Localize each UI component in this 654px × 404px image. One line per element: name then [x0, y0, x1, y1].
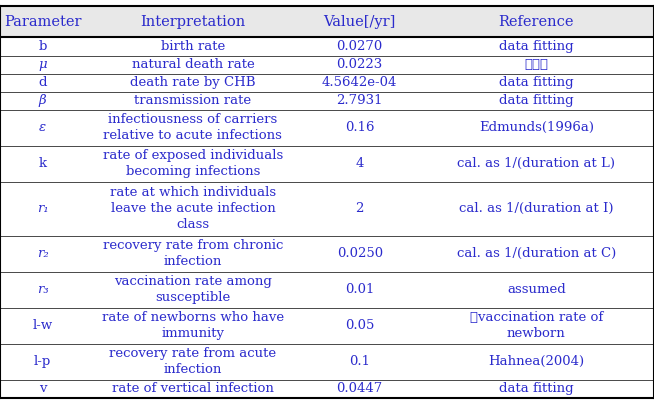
Text: natural death rate: natural death rate	[131, 58, 254, 71]
Text: b: b	[39, 40, 46, 53]
Bar	[0, 344, 654, 380]
Text: data fitting: data fitting	[499, 383, 574, 396]
Text: vaccination rate among
susceptible: vaccination rate among susceptible	[114, 275, 272, 304]
Bar	[0, 308, 654, 344]
Text: r₃: r₃	[37, 283, 48, 296]
Text: assumed: assumed	[507, 283, 566, 296]
Bar	[0, 55, 654, 74]
Text: recovery rate from acute
infection: recovery rate from acute infection	[109, 347, 277, 377]
Bar	[0, 272, 654, 308]
Text: 0.16: 0.16	[345, 121, 375, 134]
Text: 0.0250: 0.0250	[337, 247, 383, 260]
Text: ε: ε	[39, 121, 46, 134]
Text: Interpretation: Interpretation	[141, 15, 245, 29]
Bar	[0, 109, 654, 145]
Text: Reference: Reference	[498, 15, 574, 29]
Text: r₁: r₁	[37, 202, 48, 215]
Text: data fitting: data fitting	[499, 76, 574, 89]
Text: μ: μ	[38, 58, 47, 71]
Text: 0.0270: 0.0270	[337, 40, 383, 53]
Text: 통계청: 통계청	[525, 58, 548, 71]
Text: rate of vertical infection: rate of vertical infection	[112, 383, 274, 396]
Text: cal. as 1/(duration at C): cal. as 1/(duration at C)	[456, 247, 616, 260]
Text: l-p: l-p	[34, 356, 51, 368]
Text: cal. as 1/(duration at L): cal. as 1/(duration at L)	[457, 157, 615, 170]
Text: 0.1: 0.1	[349, 356, 370, 368]
Text: data fitting: data fitting	[499, 94, 574, 107]
Text: rate of exposed individuals
becoming infections: rate of exposed individuals becoming inf…	[103, 149, 283, 178]
Text: data fitting: data fitting	[499, 40, 574, 53]
Text: 0.0447: 0.0447	[337, 383, 383, 396]
Bar	[0, 74, 654, 92]
Text: 0.05: 0.05	[345, 319, 374, 332]
Text: β: β	[39, 94, 46, 107]
Text: infectiousness of carriers
relative to acute infections: infectiousness of carriers relative to a…	[103, 113, 283, 142]
Bar	[0, 6, 654, 38]
Text: 4.5642e-04: 4.5642e-04	[322, 76, 398, 89]
Text: 0.0223: 0.0223	[337, 58, 383, 71]
Text: transmission rate: transmission rate	[134, 94, 252, 107]
Bar	[0, 182, 654, 236]
Text: 2.7931: 2.7931	[336, 94, 383, 107]
Text: Value[/yr]: Value[/yr]	[324, 15, 396, 29]
Bar	[0, 92, 654, 109]
Text: rate at which individuals
leave the acute infection
class: rate at which individuals leave the acut…	[110, 186, 276, 231]
Text: k: k	[39, 157, 46, 170]
Text: v: v	[39, 383, 46, 396]
Bar	[0, 38, 654, 55]
Text: Hahnea(2004): Hahnea(2004)	[489, 356, 584, 368]
Bar	[0, 380, 654, 398]
Text: r₂: r₂	[37, 247, 48, 260]
Text: Parameter: Parameter	[4, 15, 81, 29]
Text: 4: 4	[356, 157, 364, 170]
Text: l-w: l-w	[33, 319, 52, 332]
Text: ≅vaccination rate of
newborn: ≅vaccination rate of newborn	[470, 311, 603, 340]
Text: recovery rate from chronic
infection: recovery rate from chronic infection	[103, 239, 283, 268]
Bar	[0, 236, 654, 272]
Text: cal. as 1/(duration at I): cal. as 1/(duration at I)	[459, 202, 613, 215]
Text: birth rate: birth rate	[161, 40, 225, 53]
Text: rate of newborns who have
immunity: rate of newborns who have immunity	[102, 311, 284, 340]
Bar	[0, 145, 654, 182]
Text: 0.01: 0.01	[345, 283, 374, 296]
Text: death rate by CHB: death rate by CHB	[130, 76, 256, 89]
Text: d: d	[39, 76, 46, 89]
Text: 2: 2	[356, 202, 364, 215]
Text: Edmunds(1996a): Edmunds(1996a)	[479, 121, 594, 134]
